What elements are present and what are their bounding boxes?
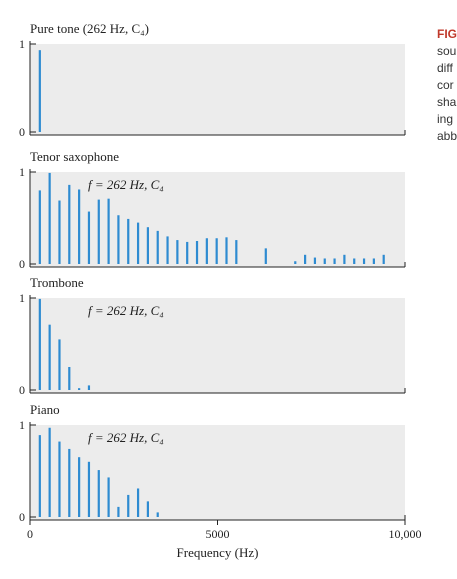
y-tick-label: 1 [19,165,25,179]
y-tick-label: 0 [19,510,25,524]
harmonic-bar [294,261,297,264]
harmonic-bar [68,367,71,390]
y-tick-label: 0 [19,257,25,271]
harmonic-bar [362,258,366,264]
harmonic-bar [48,427,51,517]
caption-fragment: cor [437,78,454,92]
panel-background [30,425,405,520]
harmonic-bar [215,238,218,264]
harmonic-bar [58,200,61,264]
harmonic-bar [304,254,307,264]
harmonic-bar [176,240,179,264]
harmonic-bar [58,441,61,517]
harmonic-bar [127,218,130,264]
fundamental-annotation: f = 262 Hz, C₄ [88,430,164,445]
harmonic-bar [205,238,208,264]
panel-title: Pure tone (262 Hz, C₄) [30,21,149,36]
spectrum-panel: 1 0 Pure tone (262 Hz, C₄) [19,21,406,139]
harmonic-bar [78,457,81,517]
harmonic-bar [156,230,159,264]
x-tick-label: 0 [27,527,33,541]
harmonic-bar [146,501,149,517]
harmonic-bar [136,488,140,517]
harmonic-bar [87,461,91,517]
harmonic-bar [107,198,110,264]
y-tick-label: 1 [19,418,25,432]
harmonic-bar [38,50,41,132]
caption-heading-fragment: FIG [437,27,457,41]
harmonic-bar [127,494,130,517]
harmonic-bar [97,470,100,517]
panel-title: Piano [30,402,60,417]
harmonic-bar [195,241,199,264]
caption-fragment: abb [437,129,457,143]
harmonic-bar [136,222,140,264]
y-tick-label: 0 [19,125,25,139]
x-tick-label: 5000 [206,527,230,541]
panel-title: Trombone [30,275,84,290]
spectrum-panel: 1 0 Tenor saxophone f = 262 Hz, C₄ [19,149,406,271]
harmonic-bar [235,240,238,264]
harmonic-bar [372,258,375,264]
caption-fragment: sou [437,44,457,58]
harmonic-bar [97,199,100,264]
y-tick-label: 0 [19,383,25,397]
panel-title: Tenor saxophone [30,149,119,164]
caption-fragment: ing [437,112,454,126]
harmonic-bar [58,339,61,390]
harmonic-bar [48,324,51,390]
harmonic-bar [323,258,326,264]
y-tick-label: 1 [19,291,25,305]
harmonic-bar [117,215,120,264]
harmonic-bar [264,248,267,264]
harmonic-bar [186,241,189,264]
spectrum-panel: 1 0 Trombone f = 262 Hz, C₄ [19,275,406,397]
harmonic-bar [382,254,385,264]
harmonic-bar [313,257,317,264]
harmonic-bar [333,258,336,264]
harmonic-bar [343,254,346,264]
harmonic-bar [117,506,120,517]
spectrum-panel: 1 0 Piano f = 262 Hz, C₄ 0 5000 10,000 Frequenc… [19,402,422,560]
harmonic-bar [87,385,91,390]
harmonic-bar [156,512,159,517]
harmonic-bar [107,477,110,517]
fundamental-annotation: f = 262 Hz, C₄ [88,303,164,318]
caption-fragment: sha [437,95,457,109]
caption-fragment: diff [437,61,453,75]
harmonic-bar [166,236,169,264]
harmonic-bar [146,227,149,264]
harmonic-bar [38,435,41,517]
harmonic-bar [48,172,51,264]
harmonic-bar [87,211,91,264]
panel-background [30,44,405,135]
harmonic-bar [38,298,41,390]
harmonic-bar [353,258,356,264]
harmonic-bar [68,184,71,264]
harmonic-bar [78,388,81,390]
x-axis-label: Frequency (Hz) [177,545,259,560]
harmonic-bar [78,189,81,264]
harmonic-bar [225,237,228,264]
y-tick-label: 1 [19,37,25,51]
x-tick-label: 10,000 [389,527,422,541]
fundamental-annotation: f = 262 Hz, C₄ [88,177,164,192]
harmonic-bar [68,448,71,517]
harmonic-bar [38,190,41,264]
panel-background [30,298,405,393]
